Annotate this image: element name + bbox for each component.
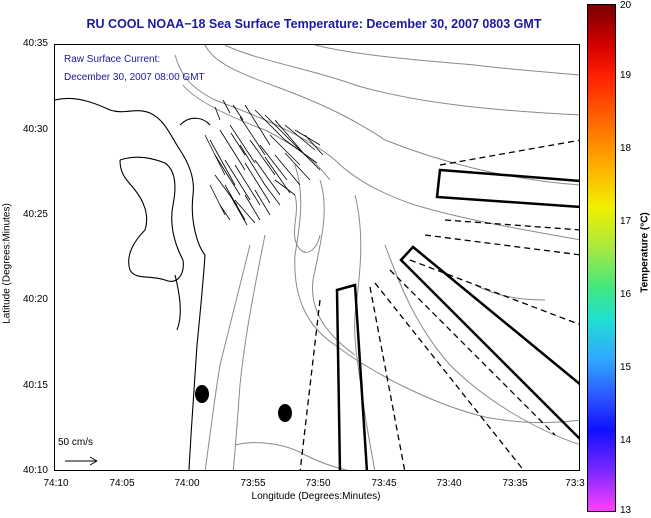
temperature-colorbar xyxy=(587,4,616,512)
scale-label: 50 cm/s xyxy=(58,437,94,448)
ytick-label: 40:25 xyxy=(22,209,48,220)
ytick-label: 40:20 xyxy=(22,294,48,305)
station-marker xyxy=(278,404,292,422)
colorbar-tick: 15 xyxy=(620,362,632,373)
station-marker xyxy=(195,385,209,403)
radar-sector-lines xyxy=(299,139,579,470)
coastline xyxy=(55,97,211,470)
xtick-label: 74:05 xyxy=(109,478,135,489)
xtick-label: 73:3 xyxy=(565,478,585,489)
colorbar-label: Temperature (°C) xyxy=(639,212,651,293)
current-info-line1: Raw Surface Current: xyxy=(64,54,161,65)
colorbar-tick: 14 xyxy=(620,435,632,446)
map-title: RU COOL NOAA−18 Sea Surface Temperature:… xyxy=(86,17,542,31)
exclusion-zones xyxy=(335,168,579,470)
colorbar-tick: 17 xyxy=(620,216,632,227)
colorbar-tick: 20 xyxy=(620,0,632,11)
xtick-label: 73:55 xyxy=(240,478,266,489)
surface-current-vectors xyxy=(204,99,324,226)
y-axis-label: Latitude (Degrees:Minutes) xyxy=(1,203,13,324)
ytick-label: 40:35 xyxy=(22,38,48,49)
ytick-label: 40:15 xyxy=(22,380,48,391)
ytick-label: 40:10 xyxy=(22,465,48,476)
xtick-label: 73:50 xyxy=(305,478,331,489)
colorbar-tick: 16 xyxy=(620,289,632,300)
xtick-label: 73:40 xyxy=(436,478,462,489)
xtick-label: 73:35 xyxy=(502,478,528,489)
colorbar-tick: 18 xyxy=(620,143,632,154)
map-plot[interactable] xyxy=(54,44,580,471)
colorbar-tick: 19 xyxy=(620,70,632,81)
xtick-label: 74:10 xyxy=(43,478,69,489)
xtick-label: 73:45 xyxy=(371,478,397,489)
current-info-line2: December 30, 2007 08:00 GMT xyxy=(64,72,205,83)
scale-arrow xyxy=(65,456,98,466)
colorbar-tick: 13 xyxy=(620,505,632,516)
map-canvas xyxy=(55,45,579,470)
ytick-label: 40:30 xyxy=(22,124,48,135)
xtick-label: 74:00 xyxy=(174,478,200,489)
x-axis-label: Longitude (Degrees:Minutes) xyxy=(251,491,381,502)
